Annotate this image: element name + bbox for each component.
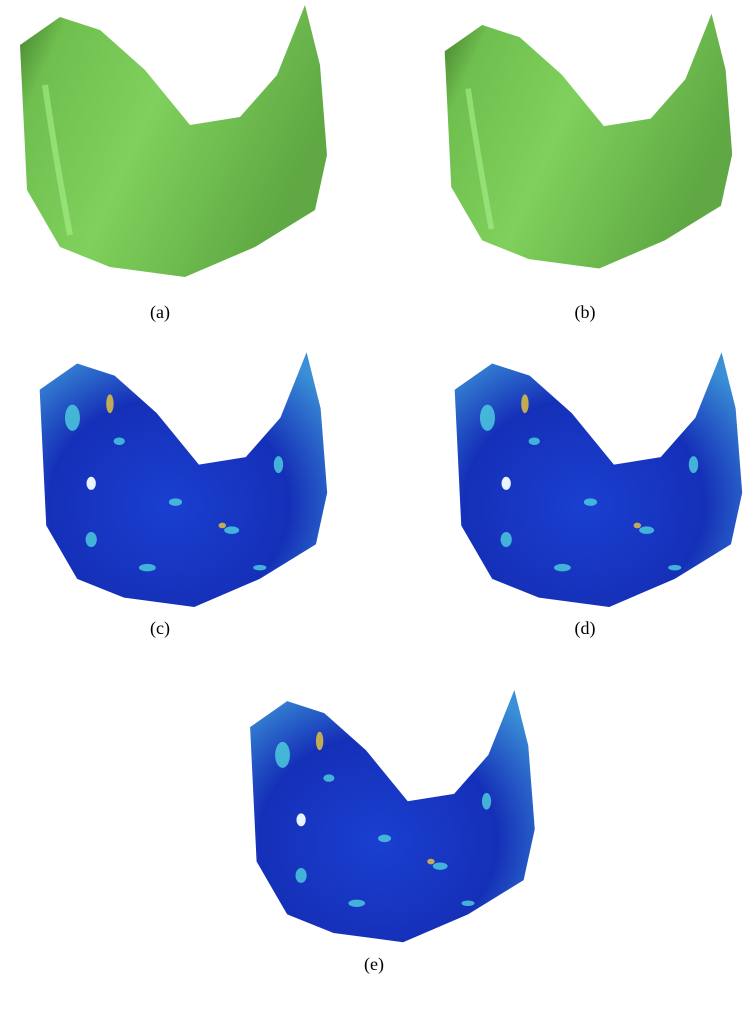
surface-render <box>250 690 535 942</box>
page: (a) (b) (c) (d) (e) (() => { const data … <box>0 0 747 1009</box>
surface-render <box>445 14 733 269</box>
surface-render <box>455 352 743 607</box>
panel-label: (e) <box>364 954 384 975</box>
panel-label: (a) <box>150 302 170 323</box>
surface-render <box>40 352 328 607</box>
panel-label: (c) <box>150 618 170 639</box>
panel-label: (b) <box>575 302 596 323</box>
surface-render <box>20 5 327 277</box>
figure: (a) (b) (c) (d) (e) <box>0 0 747 1009</box>
panel-label: (d) <box>575 618 596 639</box>
